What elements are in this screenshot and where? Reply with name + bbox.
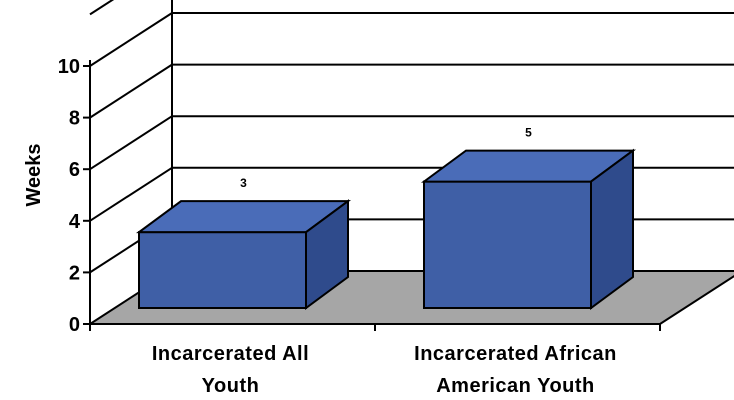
side-gridline <box>89 115 173 171</box>
y-tick-label: 0 <box>69 314 80 336</box>
bar-front-face <box>138 231 307 309</box>
side-gridline <box>89 166 173 222</box>
y-tick-label: 4 <box>69 211 81 233</box>
bar-front-face <box>423 180 592 309</box>
category-label-line: Incarcerated African <box>414 343 617 365</box>
category-label: Incarcerated All Youth <box>152 343 309 397</box>
bar-side-face <box>305 199 349 310</box>
data-label: 5 <box>525 126 532 140</box>
category-label-line: Incarcerated All <box>152 343 309 365</box>
y-axis-label: Weeks <box>23 143 45 206</box>
data-label: 3 <box>240 176 247 190</box>
side-gridline <box>89 63 173 119</box>
bar-side-face <box>590 148 634 310</box>
y-tick-label: 10 <box>58 56 80 78</box>
bars <box>135 148 637 310</box>
y-tick-label: 2 <box>69 262 80 284</box>
category-labels: Incarcerated All Youth Incarcerated Africa… <box>152 343 617 397</box>
side-gridline <box>89 12 173 67</box>
y-tick-label: 8 <box>69 108 80 130</box>
data-labels: 35 <box>240 126 532 191</box>
bar <box>420 148 637 310</box>
y-tick-labels: 0 2 4 6 8 10 <box>58 56 90 336</box>
category-label-line: Youth <box>202 375 260 397</box>
category-label-line: American Youth <box>436 375 595 397</box>
side-wall-top-edge <box>89 0 115 16</box>
bar <box>135 199 352 310</box>
y-tick-label: 6 <box>69 159 80 181</box>
category-label: Incarcerated African American Youth <box>414 343 617 397</box>
